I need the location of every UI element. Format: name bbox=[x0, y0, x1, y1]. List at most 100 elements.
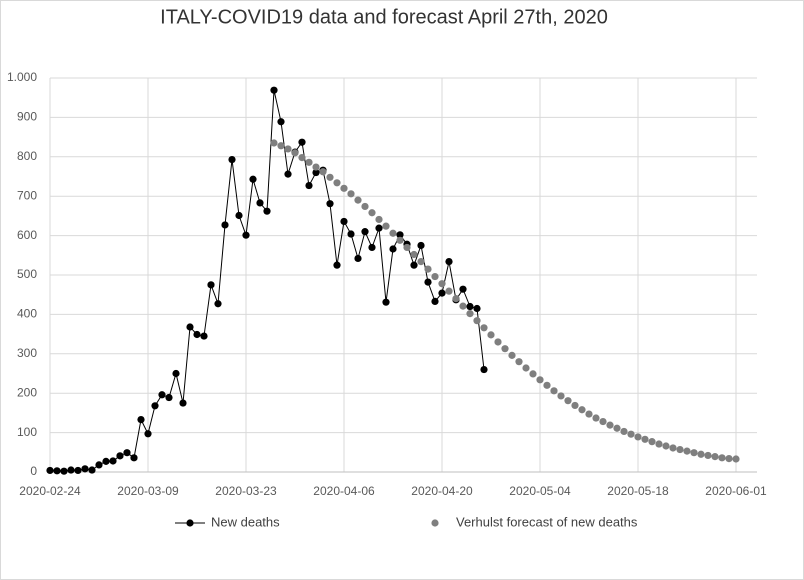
data-point bbox=[326, 173, 334, 181]
data-point bbox=[655, 440, 663, 448]
data-point bbox=[144, 430, 152, 438]
data-point bbox=[291, 149, 299, 157]
data-point bbox=[333, 261, 341, 269]
data-point bbox=[312, 168, 320, 177]
data-point bbox=[361, 228, 369, 236]
data-point bbox=[627, 430, 635, 438]
data-point bbox=[221, 221, 229, 229]
data-point bbox=[88, 466, 96, 474]
data-point bbox=[340, 184, 348, 192]
data-point bbox=[410, 250, 418, 259]
data-point bbox=[431, 297, 439, 305]
x-tick-label: 2020-04-20 bbox=[411, 484, 473, 498]
legend-label: New deaths bbox=[211, 514, 280, 529]
data-point bbox=[438, 289, 446, 297]
data-point bbox=[256, 199, 264, 207]
data-point bbox=[137, 415, 145, 424]
data-point bbox=[501, 345, 509, 353]
chart-title: ITALY-COVID19 data and forecast April 27… bbox=[160, 6, 608, 28]
data-point bbox=[53, 467, 61, 475]
data-point bbox=[550, 387, 558, 395]
data-point bbox=[711, 453, 719, 461]
data-point bbox=[326, 200, 334, 208]
data-point bbox=[592, 414, 600, 422]
data-point bbox=[494, 338, 502, 346]
legend-marker bbox=[431, 519, 439, 527]
data-point bbox=[284, 170, 292, 178]
data-point bbox=[172, 369, 180, 378]
data-point bbox=[130, 454, 138, 462]
data-point bbox=[263, 207, 271, 215]
data-point bbox=[459, 302, 467, 310]
data-point bbox=[606, 421, 614, 429]
data-point bbox=[361, 202, 369, 211]
y-tick-label: 700 bbox=[17, 188, 37, 202]
data-point bbox=[634, 433, 642, 441]
y-tick-label: 900 bbox=[17, 110, 37, 124]
data-point bbox=[368, 243, 376, 252]
data-point bbox=[277, 142, 285, 150]
data-point bbox=[459, 285, 467, 293]
x-tick-label: 2020-04-06 bbox=[313, 484, 375, 498]
x-tick-label: 2020-03-23 bbox=[215, 484, 277, 498]
data-point bbox=[60, 467, 68, 475]
data-point bbox=[116, 452, 124, 460]
data-point bbox=[340, 217, 348, 226]
data-point bbox=[46, 466, 54, 475]
data-point bbox=[732, 455, 740, 463]
data-point bbox=[95, 461, 103, 469]
data-point bbox=[599, 417, 607, 426]
data-point bbox=[438, 280, 446, 288]
data-point bbox=[641, 435, 649, 443]
data-point bbox=[347, 190, 355, 198]
data-point bbox=[578, 406, 586, 414]
data-point bbox=[466, 302, 474, 311]
legend-label: Verhulst forecast of new deaths bbox=[456, 514, 638, 529]
data-point bbox=[242, 231, 250, 239]
data-point bbox=[389, 229, 397, 237]
data-point bbox=[445, 258, 453, 266]
data-point bbox=[74, 466, 82, 475]
data-point bbox=[557, 392, 565, 400]
data-point bbox=[697, 450, 705, 458]
data-point bbox=[207, 281, 215, 289]
x-tick-label: 2020-06-01 bbox=[705, 484, 767, 498]
data-point bbox=[718, 454, 726, 462]
data-point bbox=[704, 451, 712, 460]
data-point bbox=[676, 445, 684, 454]
x-tick-label: 2020-05-18 bbox=[607, 484, 669, 498]
data-point bbox=[480, 324, 488, 332]
y-tick-label: 1.000 bbox=[7, 70, 37, 84]
data-point bbox=[648, 438, 656, 446]
y-tick-label: 400 bbox=[17, 307, 37, 321]
data-point bbox=[662, 442, 670, 450]
data-point bbox=[151, 402, 159, 410]
data-point bbox=[228, 155, 236, 164]
data-point bbox=[179, 399, 187, 407]
data-point bbox=[403, 243, 411, 252]
data-point bbox=[249, 175, 257, 183]
data-point bbox=[284, 145, 292, 153]
data-point bbox=[298, 138, 306, 146]
data-point bbox=[193, 330, 201, 339]
data-point bbox=[487, 331, 495, 339]
data-point bbox=[375, 215, 383, 224]
data-point bbox=[515, 358, 523, 366]
data-point bbox=[81, 465, 89, 473]
data-point bbox=[382, 222, 390, 230]
data-point bbox=[158, 391, 166, 399]
data-point bbox=[368, 209, 376, 217]
y-tick-label: 800 bbox=[17, 149, 37, 163]
data-point bbox=[424, 265, 432, 273]
data-point bbox=[347, 230, 355, 238]
data-point bbox=[319, 168, 327, 176]
data-point bbox=[452, 295, 460, 303]
x-tick-label: 2020-02-24 bbox=[19, 484, 81, 498]
data-point bbox=[480, 365, 488, 374]
data-point bbox=[67, 466, 75, 474]
data-point bbox=[123, 449, 131, 457]
data-point bbox=[396, 236, 404, 244]
